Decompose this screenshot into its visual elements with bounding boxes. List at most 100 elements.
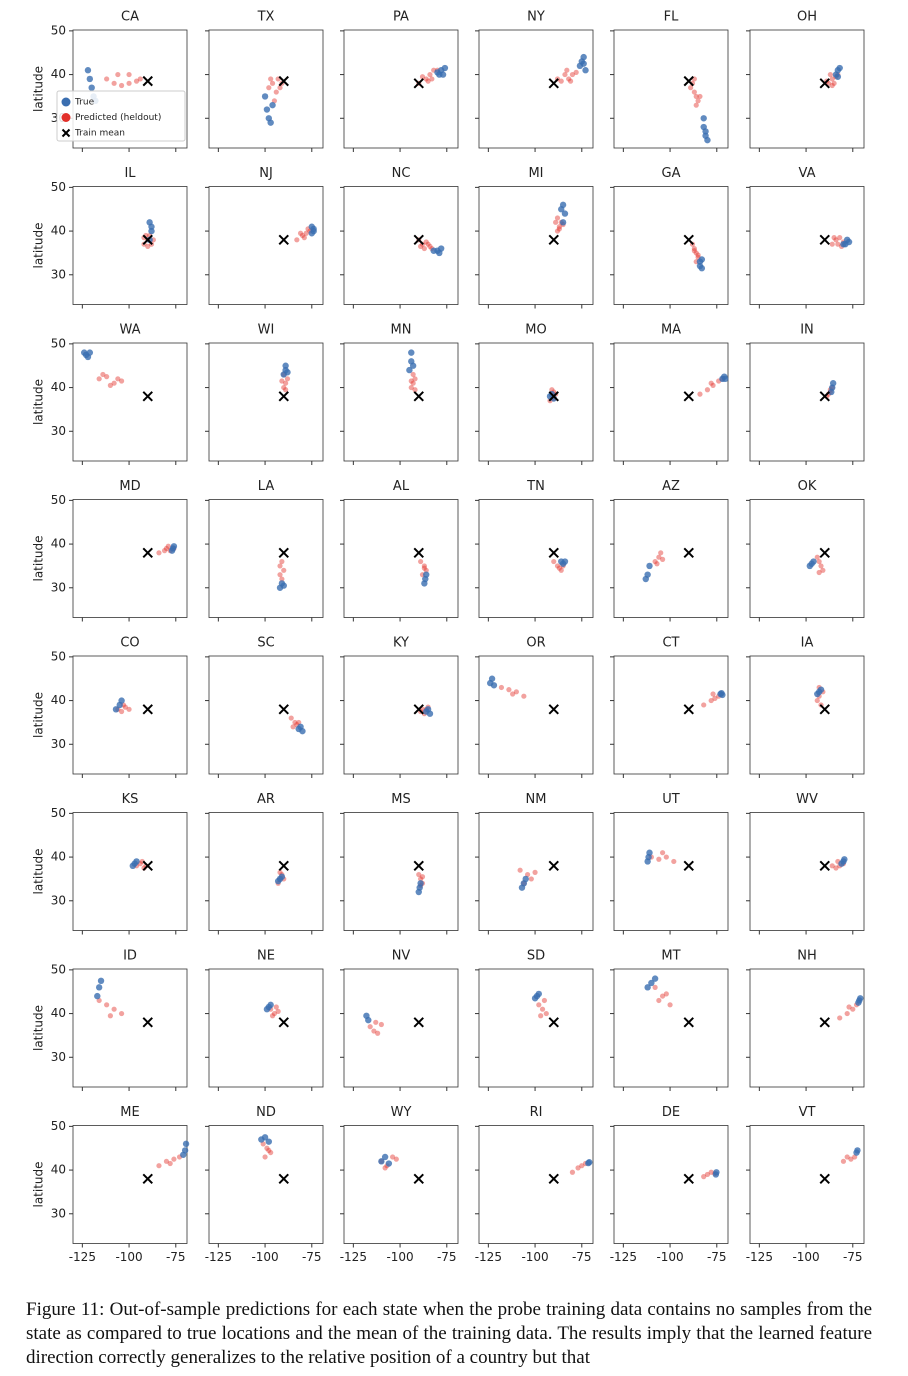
predicted-point bbox=[659, 850, 666, 856]
true-point bbox=[417, 880, 424, 887]
subplot-title: FL bbox=[664, 10, 679, 25]
predicted-point bbox=[126, 706, 132, 712]
train-mean bbox=[548, 391, 559, 402]
predicted-point bbox=[111, 80, 117, 86]
true-point bbox=[181, 1147, 189, 1154]
subplot: MT bbox=[610, 949, 729, 1091]
x-tick-label: -75 bbox=[843, 1250, 863, 1264]
predicted-point bbox=[691, 248, 697, 254]
predicted-point bbox=[693, 93, 699, 100]
train-mean bbox=[548, 1017, 559, 1028]
plot-frame bbox=[613, 968, 729, 1088]
predicted-point bbox=[367, 1024, 373, 1030]
y-tick-label: 40 bbox=[51, 1006, 66, 1020]
x-tick-label: -75 bbox=[572, 1250, 592, 1264]
y-tick-label: 40 bbox=[51, 693, 66, 707]
predicted-point bbox=[549, 387, 555, 393]
subplot-title: NM bbox=[526, 792, 547, 807]
predicted-point bbox=[419, 74, 426, 80]
predicted-point bbox=[115, 71, 121, 78]
plot-frame bbox=[208, 499, 324, 618]
subplot-title: RI bbox=[530, 1105, 543, 1120]
plot-frame bbox=[478, 342, 594, 462]
train-mean bbox=[278, 547, 289, 559]
subplot: TX bbox=[205, 10, 324, 152]
train-mean bbox=[278, 75, 289, 87]
y-tick-label: 40 bbox=[51, 67, 66, 81]
predicted-point bbox=[528, 876, 534, 882]
predicted-point bbox=[831, 235, 837, 241]
subplot: IA bbox=[746, 636, 865, 778]
plot-frame bbox=[208, 812, 324, 931]
subplot-title: MS bbox=[391, 792, 410, 807]
true-point bbox=[86, 349, 94, 356]
subplot-title: UT bbox=[662, 792, 680, 807]
predicted-point bbox=[429, 76, 435, 82]
train-mean bbox=[142, 234, 153, 246]
predicted-point bbox=[279, 378, 285, 384]
predicted-point bbox=[275, 1008, 281, 1014]
predicted-point bbox=[273, 1004, 279, 1010]
true-point bbox=[265, 1138, 273, 1145]
subplot: ND -125 -100 -75 bbox=[205, 1105, 324, 1264]
plot-frame bbox=[749, 968, 865, 1088]
predicted-point bbox=[816, 569, 822, 576]
true-point bbox=[490, 682, 498, 689]
predicted-point bbox=[558, 78, 564, 84]
predicted-point bbox=[133, 78, 140, 84]
subplot: VA bbox=[746, 166, 865, 309]
true-point bbox=[436, 71, 443, 78]
plot-frame bbox=[72, 968, 188, 1088]
train-mean bbox=[142, 547, 153, 559]
subplot-title: ND bbox=[256, 1105, 276, 1120]
predicted-point bbox=[100, 371, 106, 378]
predicted-point bbox=[538, 1013, 544, 1019]
train-mean bbox=[278, 704, 289, 715]
subplot-title: OH bbox=[797, 10, 817, 25]
predicted-point bbox=[510, 691, 516, 697]
x-tick-label: -75 bbox=[302, 1250, 322, 1264]
true-point bbox=[436, 249, 443, 257]
true-point bbox=[426, 710, 434, 717]
subplot: LA bbox=[205, 479, 324, 622]
predicted-point bbox=[156, 550, 162, 556]
true-point bbox=[170, 543, 178, 550]
y-axis-label: latitude bbox=[32, 66, 46, 112]
predicted-point bbox=[652, 984, 658, 990]
predicted-point bbox=[104, 1002, 110, 1008]
predicted-point bbox=[301, 235, 307, 241]
predicted-point bbox=[423, 76, 429, 82]
subplot: PA bbox=[340, 10, 459, 152]
predicted-point bbox=[558, 567, 564, 573]
subplot-title: PA bbox=[393, 10, 409, 25]
predicted-point bbox=[554, 228, 561, 234]
subplot-title: IA bbox=[801, 636, 814, 651]
y-tick-label: 50 bbox=[51, 180, 66, 194]
predicted-point bbox=[556, 226, 562, 232]
true-point bbox=[829, 380, 837, 387]
train-mean bbox=[819, 704, 830, 715]
subplot: KS 30 40 50 latitude bbox=[32, 792, 188, 935]
predicted-point bbox=[833, 865, 839, 871]
legend-label: Predicted (heldout) bbox=[75, 113, 161, 123]
train-mean bbox=[278, 234, 289, 246]
true-point bbox=[261, 93, 269, 100]
predicted-point bbox=[107, 1013, 113, 1019]
predicted-point bbox=[277, 563, 283, 569]
y-tick-label: 40 bbox=[51, 224, 66, 238]
train-mean bbox=[278, 1173, 289, 1185]
subplot-title: MI bbox=[528, 166, 543, 181]
true-point bbox=[269, 101, 276, 109]
true-point bbox=[385, 1160, 393, 1167]
predicted-point bbox=[262, 1154, 268, 1160]
predicted-point bbox=[835, 241, 841, 247]
predicted-point bbox=[266, 1147, 272, 1154]
predicted-point bbox=[506, 687, 512, 693]
plot-frame bbox=[478, 186, 594, 305]
subplot-title: NH bbox=[797, 949, 817, 964]
predicted-point bbox=[693, 250, 699, 256]
train-mean bbox=[548, 547, 559, 559]
train-mean bbox=[683, 547, 694, 559]
subplot-title: MO bbox=[525, 323, 546, 338]
predicted-point bbox=[161, 548, 168, 554]
